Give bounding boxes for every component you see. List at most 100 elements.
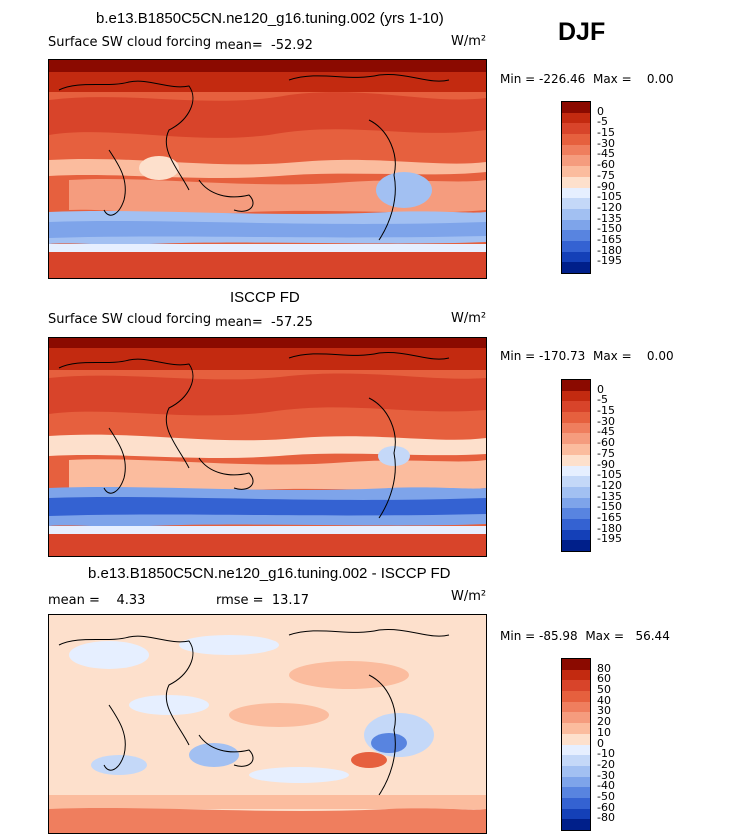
panel1-colorbar-box: [561, 101, 591, 274]
colorbar-swatch: [562, 134, 590, 145]
panel3-field: [49, 615, 486, 833]
panel3-min-label: Min =: [500, 629, 536, 643]
colorbar-tick-label: 0: [597, 736, 604, 750]
panel3-min-value: -85.98: [539, 629, 578, 643]
colorbar-swatch: [562, 251, 590, 263]
colorbar-swatch: [562, 776, 590, 788]
colorbar-tick-label: -90: [597, 179, 615, 193]
colorbar-swatch: [562, 529, 590, 541]
panel1-mean-label: mean=: [215, 38, 263, 53]
panel3-title: b.e13.B1850C5CN.ne120_g16.tuning.002 - I…: [88, 565, 451, 582]
panel3-map: [48, 614, 487, 834]
panel2-minmax: Min = -170.73 Max = 0.00: [500, 349, 674, 363]
colorbar-tick-label: -20: [597, 757, 615, 771]
colorbar-swatch: [562, 797, 590, 809]
colorbar-swatch: [562, 733, 590, 745]
colorbar-swatch: [562, 765, 590, 777]
colorbar-tick-label: -180: [597, 243, 622, 257]
colorbar-tick-label: -45: [597, 147, 615, 161]
season-label: DJF: [558, 18, 606, 46]
colorbar-tick-label: -15: [597, 404, 615, 418]
colorbar-tick-label: -5: [597, 393, 608, 407]
colorbar-swatch: [562, 187, 590, 199]
colorbar-tick-label: 0: [597, 104, 604, 118]
colorbar-swatch: [562, 123, 590, 135]
panel1-variable: Surface SW cloud forcing: [48, 35, 212, 50]
colorbar-swatch: [562, 433, 590, 445]
colorbar-swatch: [562, 230, 590, 241]
colorbar-tick-label: -30: [597, 768, 615, 782]
panel1-units: W/m²: [451, 34, 487, 49]
colorbar-swatch: [562, 102, 590, 113]
colorbar-tick-label: -10: [597, 747, 615, 761]
colorbar-swatch: [562, 680, 590, 692]
panel2-min-label: Min =: [500, 349, 536, 363]
panel3-rmse: rmse = 13.17: [216, 593, 309, 608]
colorbar-tick-label: -40: [597, 779, 615, 793]
colorbar-swatch: [562, 819, 590, 830]
colorbar-tick-label: -75: [597, 168, 615, 182]
colorbar-swatch: [562, 476, 590, 487]
colorbar-swatch: [562, 444, 590, 455]
colorbar-swatch: [562, 422, 590, 434]
colorbar-tick-label: -60: [597, 158, 615, 172]
colorbar-tick-label: 30: [597, 704, 611, 718]
colorbar-tick-label: 20: [597, 715, 611, 729]
colorbar-swatch: [562, 540, 590, 551]
colorbar-swatch: [562, 518, 590, 530]
colorbar-tick-label: -60: [597, 800, 615, 814]
colorbar-tick-label: -180: [597, 521, 622, 535]
colorbar-swatch: [562, 486, 590, 498]
colorbar-tick-label: -30: [597, 414, 615, 428]
colorbar-swatch: [562, 755, 590, 766]
colorbar-swatch: [562, 219, 590, 231]
colorbar-tick-label: 0: [597, 382, 604, 396]
colorbar-tick-label: -80: [597, 811, 615, 825]
colorbar-swatch: [562, 508, 590, 519]
colorbar-tick-label: -5: [597, 115, 608, 129]
panel1-min-value: -226.46: [539, 72, 586, 86]
colorbar-swatch: [562, 176, 590, 188]
colorbar-swatch: [562, 390, 590, 402]
panel3-rmse-value: 13.17: [271, 593, 310, 608]
panel2-min-value: -170.73: [539, 349, 586, 363]
panel1-max-value: 0.00: [646, 72, 674, 86]
colorbar-swatch: [562, 240, 590, 252]
panel1-field: [49, 60, 486, 278]
panel2-field: [49, 338, 486, 556]
colorbar-tick-label: 50: [597, 683, 611, 697]
colorbar-swatch: [562, 497, 590, 509]
panel2-max-label: Max =: [592, 349, 632, 363]
colorbar-tick-label: 60: [597, 672, 611, 686]
colorbar-swatch: [562, 155, 590, 167]
colorbar-tick-label: 80: [597, 661, 611, 675]
colorbar-swatch: [562, 669, 590, 681]
colorbar-swatch: [562, 701, 590, 713]
colorbar-swatch: [562, 659, 590, 670]
colorbar-tick-label: -150: [597, 500, 622, 514]
colorbar-swatch: [562, 380, 590, 391]
colorbar-tick-label: -30: [597, 136, 615, 150]
colorbar-swatch: [562, 412, 590, 423]
panel2-mean-value: -57.25: [271, 315, 313, 330]
colorbar-tick-label: 40: [597, 693, 611, 707]
panel1-map: [48, 59, 487, 279]
colorbar-tick-label: -120: [597, 200, 622, 214]
colorbar-tick-label: -75: [597, 446, 615, 460]
colorbar-tick-label: -195: [597, 532, 622, 546]
panel3-colorbar-box: [561, 658, 591, 831]
panel3-max-value: 56.44: [635, 629, 670, 643]
panel2-colorbar-box: [561, 379, 591, 552]
colorbar-swatch: [562, 808, 590, 820]
colorbar-swatch: [562, 166, 590, 177]
panel2-map: [48, 337, 487, 557]
panel3-mean-label: mean =: [48, 593, 100, 608]
panel1-title: b.e13.B1850C5CN.ne120_g16.tuning.002 (yr…: [96, 10, 444, 27]
panel1-max-label: Max =: [592, 72, 632, 86]
colorbar-swatch: [562, 454, 590, 466]
colorbar-swatch: [562, 787, 590, 798]
panel3-rmse-label: rmse =: [216, 593, 264, 608]
colorbar-tick-label: -45: [597, 425, 615, 439]
colorbar-tick-label: -120: [597, 478, 622, 492]
panel2-units: W/m²: [451, 311, 487, 326]
